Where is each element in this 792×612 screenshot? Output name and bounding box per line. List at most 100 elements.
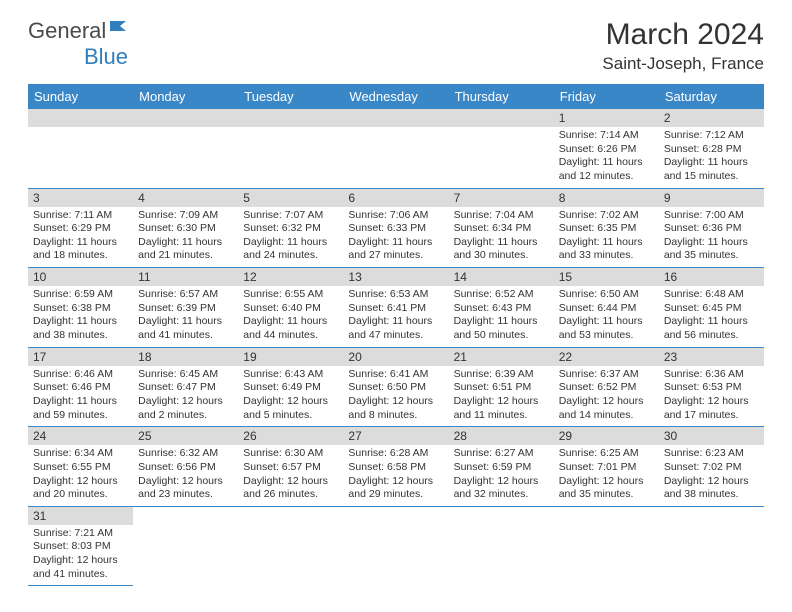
sunset-text: Sunset: 6:38 PM (33, 302, 128, 316)
calendar-day-cell: 10Sunrise: 6:59 AMSunset: 6:38 PMDayligh… (28, 268, 133, 348)
title-block: March 2024 Saint-Joseph, France (602, 18, 764, 74)
daylight-text: Daylight: 11 hours and 33 minutes. (559, 236, 654, 263)
sunrise-text: Sunrise: 6:43 AM (243, 368, 338, 382)
day-content: Sunrise: 6:45 AMSunset: 6:47 PMDaylight:… (133, 366, 238, 427)
daylight-text: Daylight: 12 hours and 8 minutes. (348, 395, 443, 422)
daylight-text: Daylight: 12 hours and 17 minutes. (664, 395, 759, 422)
sunset-text: Sunset: 6:32 PM (243, 222, 338, 236)
day-number: 29 (554, 427, 659, 445)
daylight-text: Daylight: 12 hours and 5 minutes. (243, 395, 338, 422)
sunset-text: Sunset: 8:03 PM (33, 540, 128, 554)
day-number: 18 (133, 348, 238, 366)
sunrise-text: Sunrise: 6:27 AM (454, 447, 549, 461)
calendar-day-cell: 29Sunrise: 6:25 AMSunset: 7:01 PMDayligh… (554, 427, 659, 507)
day-content: Sunrise: 6:32 AMSunset: 6:56 PMDaylight:… (133, 445, 238, 506)
calendar-day-cell: 16Sunrise: 6:48 AMSunset: 6:45 PMDayligh… (659, 268, 764, 348)
sunset-text: Sunset: 6:26 PM (559, 143, 654, 157)
day-number: 24 (28, 427, 133, 445)
day-number: 27 (343, 427, 448, 445)
day-content: Sunrise: 7:09 AMSunset: 6:30 PMDaylight:… (133, 207, 238, 268)
sunset-text: Sunset: 6:52 PM (559, 381, 654, 395)
day-content: Sunrise: 6:50 AMSunset: 6:44 PMDaylight:… (554, 286, 659, 347)
calendar-day-cell: 18Sunrise: 6:45 AMSunset: 6:47 PMDayligh… (133, 347, 238, 427)
day-number: 20 (343, 348, 448, 366)
page-header: General March 2024 Saint-Joseph, France (28, 18, 764, 74)
calendar-week-row: 1Sunrise: 7:14 AMSunset: 6:26 PMDaylight… (28, 109, 764, 188)
logo-text-blue: Blue (84, 44, 128, 69)
weekday-header: Monday (133, 84, 238, 109)
sunrise-text: Sunrise: 6:52 AM (454, 288, 549, 302)
day-content: Sunrise: 6:27 AMSunset: 6:59 PMDaylight:… (449, 445, 554, 506)
day-number: 15 (554, 268, 659, 286)
day-number: 5 (238, 189, 343, 207)
calendar-day-cell: 13Sunrise: 6:53 AMSunset: 6:41 PMDayligh… (343, 268, 448, 348)
sunset-text: Sunset: 6:28 PM (664, 143, 759, 157)
calendar-day-cell: 28Sunrise: 6:27 AMSunset: 6:59 PMDayligh… (449, 427, 554, 507)
day-number: 4 (133, 189, 238, 207)
calendar-day-cell: 17Sunrise: 6:46 AMSunset: 6:46 PMDayligh… (28, 347, 133, 427)
calendar-day-cell (28, 109, 133, 188)
daylight-text: Daylight: 12 hours and 26 minutes. (243, 475, 338, 502)
daylight-text: Daylight: 11 hours and 59 minutes. (33, 395, 128, 422)
day-number-empty (238, 109, 343, 127)
sunrise-text: Sunrise: 7:12 AM (664, 129, 759, 143)
sunset-text: Sunset: 6:51 PM (454, 381, 549, 395)
day-content: Sunrise: 6:46 AMSunset: 6:46 PMDaylight:… (28, 366, 133, 427)
sunset-text: Sunset: 6:55 PM (33, 461, 128, 475)
daylight-text: Daylight: 11 hours and 15 minutes. (664, 156, 759, 183)
sunset-text: Sunset: 6:39 PM (138, 302, 233, 316)
sunset-text: Sunset: 6:36 PM (664, 222, 759, 236)
day-content: Sunrise: 7:04 AMSunset: 6:34 PMDaylight:… (449, 207, 554, 268)
sunset-text: Sunset: 6:56 PM (138, 461, 233, 475)
day-content: Sunrise: 6:52 AMSunset: 6:43 PMDaylight:… (449, 286, 554, 347)
daylight-text: Daylight: 11 hours and 44 minutes. (243, 315, 338, 342)
daylight-text: Daylight: 11 hours and 47 minutes. (348, 315, 443, 342)
calendar-week-row: 31Sunrise: 7:21 AMSunset: 8:03 PMDayligh… (28, 506, 764, 586)
sunset-text: Sunset: 6:40 PM (243, 302, 338, 316)
sunset-text: Sunset: 6:46 PM (33, 381, 128, 395)
calendar-day-cell: 9Sunrise: 7:00 AMSunset: 6:36 PMDaylight… (659, 188, 764, 268)
day-number: 26 (238, 427, 343, 445)
day-content: Sunrise: 6:36 AMSunset: 6:53 PMDaylight:… (659, 366, 764, 427)
day-number: 13 (343, 268, 448, 286)
daylight-text: Daylight: 11 hours and 38 minutes. (33, 315, 128, 342)
day-content: Sunrise: 7:12 AMSunset: 6:28 PMDaylight:… (659, 127, 764, 188)
calendar-body: 1Sunrise: 7:14 AMSunset: 6:26 PMDaylight… (28, 109, 764, 586)
weekday-header: Friday (554, 84, 659, 109)
daylight-text: Daylight: 11 hours and 30 minutes. (454, 236, 549, 263)
day-content: Sunrise: 7:06 AMSunset: 6:33 PMDaylight:… (343, 207, 448, 268)
calendar-day-cell: 6Sunrise: 7:06 AMSunset: 6:33 PMDaylight… (343, 188, 448, 268)
logo-flag-icon (110, 19, 132, 38)
sunset-text: Sunset: 6:45 PM (664, 302, 759, 316)
sunrise-text: Sunrise: 7:02 AM (559, 209, 654, 223)
day-content: Sunrise: 6:23 AMSunset: 7:02 PMDaylight:… (659, 445, 764, 506)
sunrise-text: Sunrise: 7:00 AM (664, 209, 759, 223)
day-content: Sunrise: 7:02 AMSunset: 6:35 PMDaylight:… (554, 207, 659, 268)
calendar-day-cell: 7Sunrise: 7:04 AMSunset: 6:34 PMDaylight… (449, 188, 554, 268)
day-number: 17 (28, 348, 133, 366)
daylight-text: Daylight: 12 hours and 14 minutes. (559, 395, 654, 422)
day-content: Sunrise: 6:48 AMSunset: 6:45 PMDaylight:… (659, 286, 764, 347)
weekday-header: Thursday (449, 84, 554, 109)
day-content: Sunrise: 7:07 AMSunset: 6:32 PMDaylight:… (238, 207, 343, 268)
day-number: 25 (133, 427, 238, 445)
day-number-empty (133, 109, 238, 127)
day-content: Sunrise: 6:43 AMSunset: 6:49 PMDaylight:… (238, 366, 343, 427)
sunrise-text: Sunrise: 7:07 AM (243, 209, 338, 223)
calendar-day-cell (449, 109, 554, 188)
sunrise-text: Sunrise: 6:59 AM (33, 288, 128, 302)
location-label: Saint-Joseph, France (602, 54, 764, 74)
calendar-day-cell: 24Sunrise: 6:34 AMSunset: 6:55 PMDayligh… (28, 427, 133, 507)
sunrise-text: Sunrise: 6:30 AM (243, 447, 338, 461)
calendar-day-cell: 19Sunrise: 6:43 AMSunset: 6:49 PMDayligh… (238, 347, 343, 427)
calendar-day-cell: 30Sunrise: 6:23 AMSunset: 7:02 PMDayligh… (659, 427, 764, 507)
sunrise-text: Sunrise: 6:57 AM (138, 288, 233, 302)
calendar-day-cell (554, 506, 659, 586)
daylight-text: Daylight: 11 hours and 35 minutes. (664, 236, 759, 263)
sunset-text: Sunset: 6:59 PM (454, 461, 549, 475)
daylight-text: Daylight: 12 hours and 38 minutes. (664, 475, 759, 502)
calendar-day-cell (133, 109, 238, 188)
day-number: 3 (28, 189, 133, 207)
sunset-text: Sunset: 6:58 PM (348, 461, 443, 475)
sunset-text: Sunset: 6:50 PM (348, 381, 443, 395)
